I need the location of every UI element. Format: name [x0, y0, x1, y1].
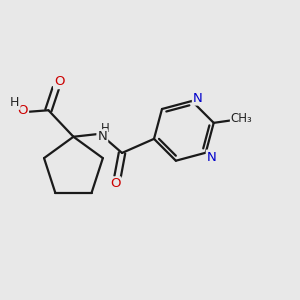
Text: N: N [98, 130, 107, 143]
Text: O: O [17, 104, 28, 117]
Text: O: O [110, 177, 121, 190]
Text: CH₃: CH₃ [231, 112, 253, 125]
Text: H: H [101, 122, 110, 135]
Text: N: N [193, 92, 202, 105]
Text: H: H [10, 96, 20, 109]
Text: O: O [54, 75, 64, 88]
Text: N: N [207, 151, 217, 164]
